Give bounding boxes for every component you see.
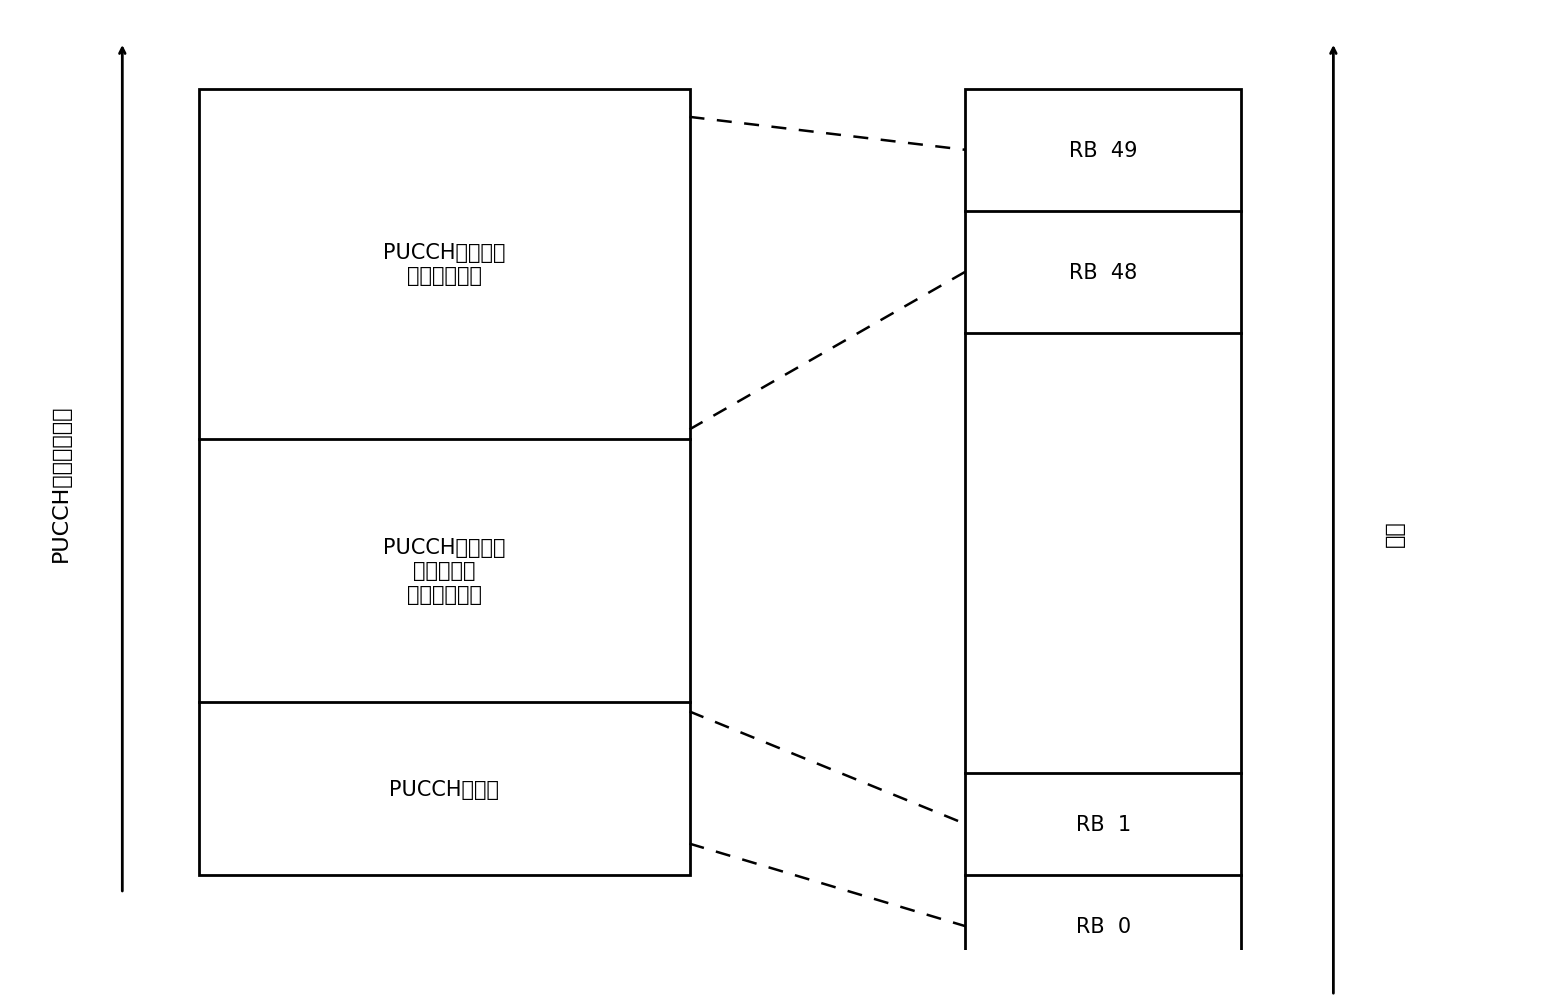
Bar	[199, 90, 689, 876]
Text: PUCCH逻辑信道空间: PUCCH逻辑信道空间	[52, 404, 70, 561]
Text: PUCCH格式二: PUCCH格式二	[389, 778, 499, 798]
Text: RB  48: RB 48	[1069, 263, 1138, 283]
Bar	[966, 90, 1241, 977]
Text: RB  1: RB 1	[1075, 814, 1132, 834]
Text: 频域: 频域	[1385, 521, 1405, 547]
Text: PUCCH格式一：
动态应答资源: PUCCH格式一： 动态应答资源	[383, 243, 505, 286]
Text: PUCCH格式一：
调度请求与
静态应答资源: PUCCH格式一： 调度请求与 静态应答资源	[383, 538, 505, 604]
Text: RB  0: RB 0	[1075, 917, 1132, 936]
Text: RB  49: RB 49	[1069, 140, 1138, 160]
